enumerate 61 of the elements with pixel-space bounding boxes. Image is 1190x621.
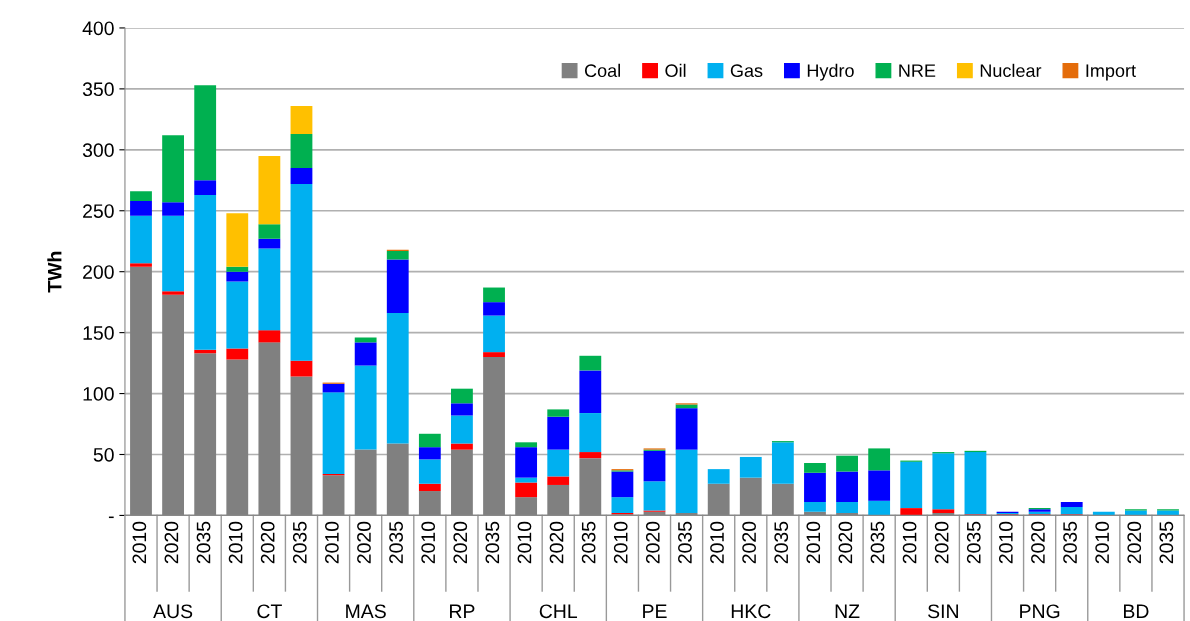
x-tick-label: 2035 [1063,521,1077,564]
x-tick-label: 2020 [934,521,949,564]
text: MAS [346,604,386,619]
x-tick-label: 2020 [549,521,564,564]
legend-label: Hydro [807,63,854,81]
text: PE [643,604,667,618]
x-tick-label: 2010 [902,521,917,564]
x-tick-label: 2010 [517,521,532,564]
x-tick-label: 2020 [838,521,853,564]
x-tick-label: 2035 [196,521,211,564]
text: CHL [539,604,578,619]
x-tick-label: 2010 [421,521,436,564]
x-tick-label: 2020 [164,521,179,564]
y-tick-label: 250 [83,204,114,218]
x-tick-label: 2020 [1127,521,1142,564]
x-tick-label: 2020 [645,521,660,564]
y-axis-title: TWh [47,251,62,293]
x-tick-label: 2010 [710,521,724,564]
x-tick-label: 2010 [613,521,628,564]
legend-label: Import [1086,64,1136,81]
x-tick-label: 2010 [1095,521,1110,564]
legend-label: Oil [665,63,686,78]
x-tick-label: 2035 [870,521,885,564]
x-tick-label: 2035 [774,521,789,564]
x-tick-label: 2020 [742,521,756,564]
x-tick-label: 2010 [132,521,147,564]
x-tick-label: 2035 [678,521,692,564]
x-tick-label: 2020 [453,521,468,564]
text: PNG [1020,604,1060,619]
y-tick-label: - [108,516,114,519]
x-tick-label: 2020 [260,521,275,564]
x-tick-label: 2010 [998,521,1013,564]
y-tick-label: 300 [82,143,114,158]
text: AUS [153,604,193,619]
legend-label: Coal [584,63,620,78]
text: CT [257,604,282,619]
text: RP [450,604,475,618]
x-tick-label: 2035 [292,521,307,564]
x-tick-label: 2010 [806,521,821,564]
y-tick-label: 100 [83,387,114,401]
y-tick-label: 200 [83,265,114,279]
legend-label: NRE [899,64,936,77]
x-tick-label: 2020 [1031,521,1045,564]
y-tick-label: 150 [83,326,114,340]
legend-label: Nuclear [980,63,1042,78]
x-tick-label: 2010 [228,521,243,564]
y-tick-label: 350 [82,82,114,97]
y-tick-label: 50 [93,447,114,462]
text: NZ [835,604,860,618]
x-tick-label: 2010 [325,521,339,564]
x-tick-label: 2020 [357,521,371,564]
legend-label: Gas [730,64,763,78]
x-tick-label: 2035 [966,521,981,564]
x-tick-label: 2035 [581,521,596,564]
text: SIN [928,604,958,619]
x-tick-label: 2035 [389,521,403,564]
y-tick-label: 400 [82,21,114,36]
x-tick-label: 2035 [485,521,500,564]
text: HKC [731,604,771,619]
x-tick-label: 2035 [1159,521,1174,564]
text: BD [1124,604,1149,618]
